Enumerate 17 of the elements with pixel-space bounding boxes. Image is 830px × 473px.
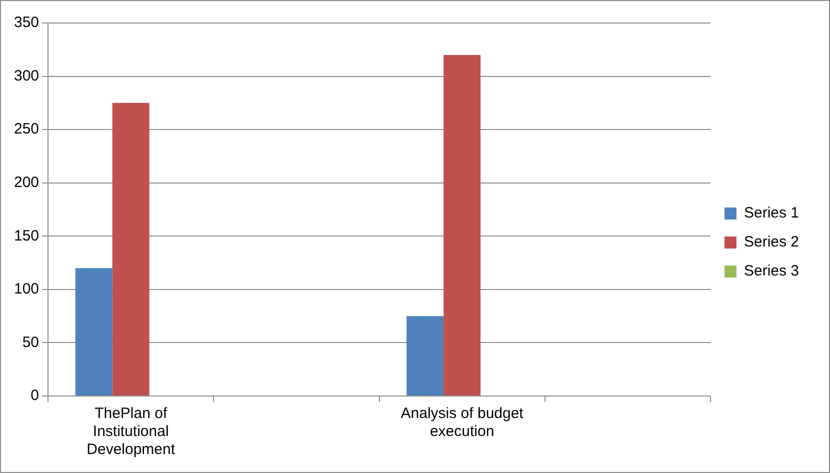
y-tick-label: 250 [14,120,40,138]
bar [75,268,112,396]
bar [444,54,481,396]
y-tick-label: 350 [14,14,40,32]
x-tick-label: ThePlan of Institutional Development [86,405,176,458]
legend-label: Series 2 [744,234,800,251]
y-tick-label: 0 [30,387,40,404]
bar [112,102,150,396]
y-tick-label: 300 [14,67,40,84]
legend-label: Series 3 [744,262,800,280]
y-tick-label: 200 [14,174,40,191]
legend-label: Series 1 [744,204,800,222]
x-tick-label: Analysis of budget execution [400,405,524,440]
bar [406,316,444,396]
y-tick-label: 50 [22,334,40,351]
y-tick-label: 150 [14,227,40,244]
y-tick-label: 100 [14,280,40,298]
